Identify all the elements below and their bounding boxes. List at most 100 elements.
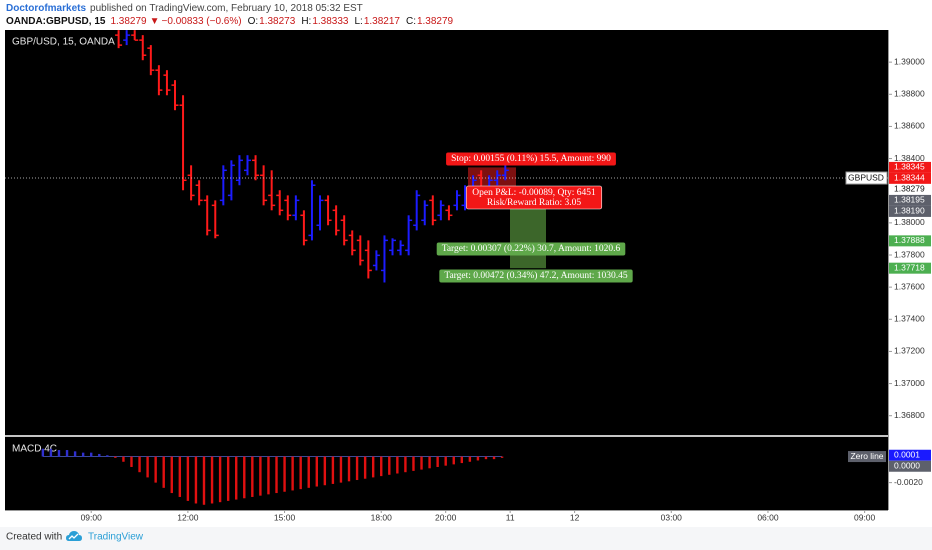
tradingview-logo	[66, 531, 82, 541]
macd-marker: 0.0001	[894, 450, 920, 460]
macd-bar	[492, 456, 496, 460]
rr-label: Risk/Reward Ratio: 3.05	[487, 198, 581, 208]
macd-bar	[73, 451, 77, 457]
macd-bar	[235, 456, 238, 500]
macd-bar	[420, 456, 423, 470]
macd-bar	[371, 456, 375, 478]
ohlc-value: 1.38279	[417, 16, 454, 27]
last: 1.38279	[110, 16, 147, 27]
price-marker-box	[889, 235, 931, 247]
macd-bar	[452, 456, 455, 465]
ohlc-value: 1.38217	[364, 16, 401, 27]
x-tick-label: 12:00	[177, 512, 199, 522]
macd-bar	[194, 456, 198, 504]
stop-label: Stop: 0.00155 (0.11%) 15.5, Amount: 990	[451, 153, 611, 164]
macd-bar	[81, 452, 85, 457]
x-tick-label: 06:00	[757, 512, 779, 522]
target-label-box	[436, 242, 626, 256]
macd-marker: 0.0000	[894, 461, 920, 471]
price-marker: 1.37888	[894, 235, 925, 245]
macd-y-tick-label: -0.0020	[894, 477, 923, 487]
macd-bar	[202, 456, 206, 505]
macd-marker-box	[889, 460, 931, 472]
macd-bar	[154, 456, 157, 483]
macd-bar	[186, 456, 190, 501]
macd-bar	[122, 456, 125, 462]
macd-bar	[476, 456, 480, 461]
pnl-box	[465, 185, 603, 210]
target-label-box	[439, 269, 633, 283]
price-marker: 1.38195	[894, 195, 925, 205]
macd-bar	[226, 456, 230, 501]
macd-bar	[347, 456, 351, 482]
x-tick-label: 18:00	[371, 512, 393, 522]
macd-bar	[267, 456, 270, 495]
x-tick-label: 20:00	[435, 512, 457, 522]
macd-bar	[388, 456, 391, 475]
y-tick-label: 1.37600	[894, 281, 925, 291]
price-marker: 1.37718	[894, 262, 925, 272]
ohlc-key: H:	[301, 16, 311, 27]
last-price-label-box	[889, 183, 931, 195]
macd-bar	[339, 456, 343, 483]
macd-bar	[484, 456, 488, 460]
macd-bar	[162, 456, 165, 488]
ohlc-key: L:	[354, 16, 362, 27]
macd-bar	[307, 456, 310, 488]
ohlc-value: 1.38333	[312, 16, 349, 27]
author: Doctorofmarkets	[6, 3, 86, 14]
macd-bar	[146, 456, 149, 478]
macd-bar	[138, 456, 141, 473]
macd-bar	[218, 456, 222, 503]
macd-bar	[363, 456, 367, 479]
price-marker: 1.38345	[894, 162, 925, 172]
published: published on TradingView.com, February 1…	[90, 3, 363, 14]
y-tick-label: 1.37400	[894, 314, 925, 324]
macd-title: MACD 4C	[12, 444, 57, 455]
macd-bar	[41, 448, 45, 457]
macd-bar	[444, 456, 447, 466]
pnl-label: Open P&L: -0.00089, Qty: 6451	[472, 188, 596, 198]
macd-bar	[57, 450, 61, 457]
macd-bar	[436, 456, 439, 467]
macd-bar	[412, 456, 415, 471]
y-tick-label: 1.39000	[894, 56, 925, 66]
stop-label-box	[446, 152, 616, 166]
macd-bar	[500, 456, 504, 458]
symbol-tag: GBPUSD	[848, 172, 884, 182]
macd-bar	[291, 456, 294, 491]
macd-marker-box	[889, 449, 931, 461]
macd-bar	[210, 456, 214, 504]
macd-panel	[5, 437, 888, 510]
zero-line-tag-box	[848, 451, 886, 463]
macd-bar	[98, 453, 101, 457]
change: −0.00833 (−0.6%)	[162, 16, 242, 27]
symbol-tag-box	[845, 171, 888, 185]
y-tick-label: 1.37800	[894, 249, 925, 259]
x-tick-label: 12	[570, 512, 580, 522]
macd-bar	[178, 456, 182, 497]
x-tick-label: 03:00	[661, 512, 683, 522]
symbol: OANDA:GBPUSD, 15	[6, 16, 106, 27]
target-label: Target: 0.00472 (0.34%) 47.2, Amount: 10…	[444, 270, 628, 281]
macd-bar	[90, 452, 93, 457]
x-tick-label: 11	[506, 512, 515, 522]
price-panel	[5, 30, 888, 435]
y-tick-label: 1.36800	[894, 410, 925, 420]
macd-bar	[331, 456, 335, 484]
price-marker-box	[889, 205, 931, 217]
price-marker-box	[889, 161, 931, 173]
macd-bar	[275, 456, 278, 494]
x-tick-label: 09:00	[81, 512, 103, 522]
y-tick-label: 1.38600	[894, 121, 925, 131]
macd-bar	[243, 456, 246, 499]
last-price-label: 1.38279	[894, 184, 925, 194]
macd-bar	[468, 456, 472, 462]
macd-bar	[170, 456, 173, 494]
macd-bar	[299, 456, 302, 490]
macd-bar	[404, 456, 407, 473]
ohlc-value: 1.38273	[259, 16, 296, 27]
price-marker: 1.38190	[894, 206, 925, 216]
